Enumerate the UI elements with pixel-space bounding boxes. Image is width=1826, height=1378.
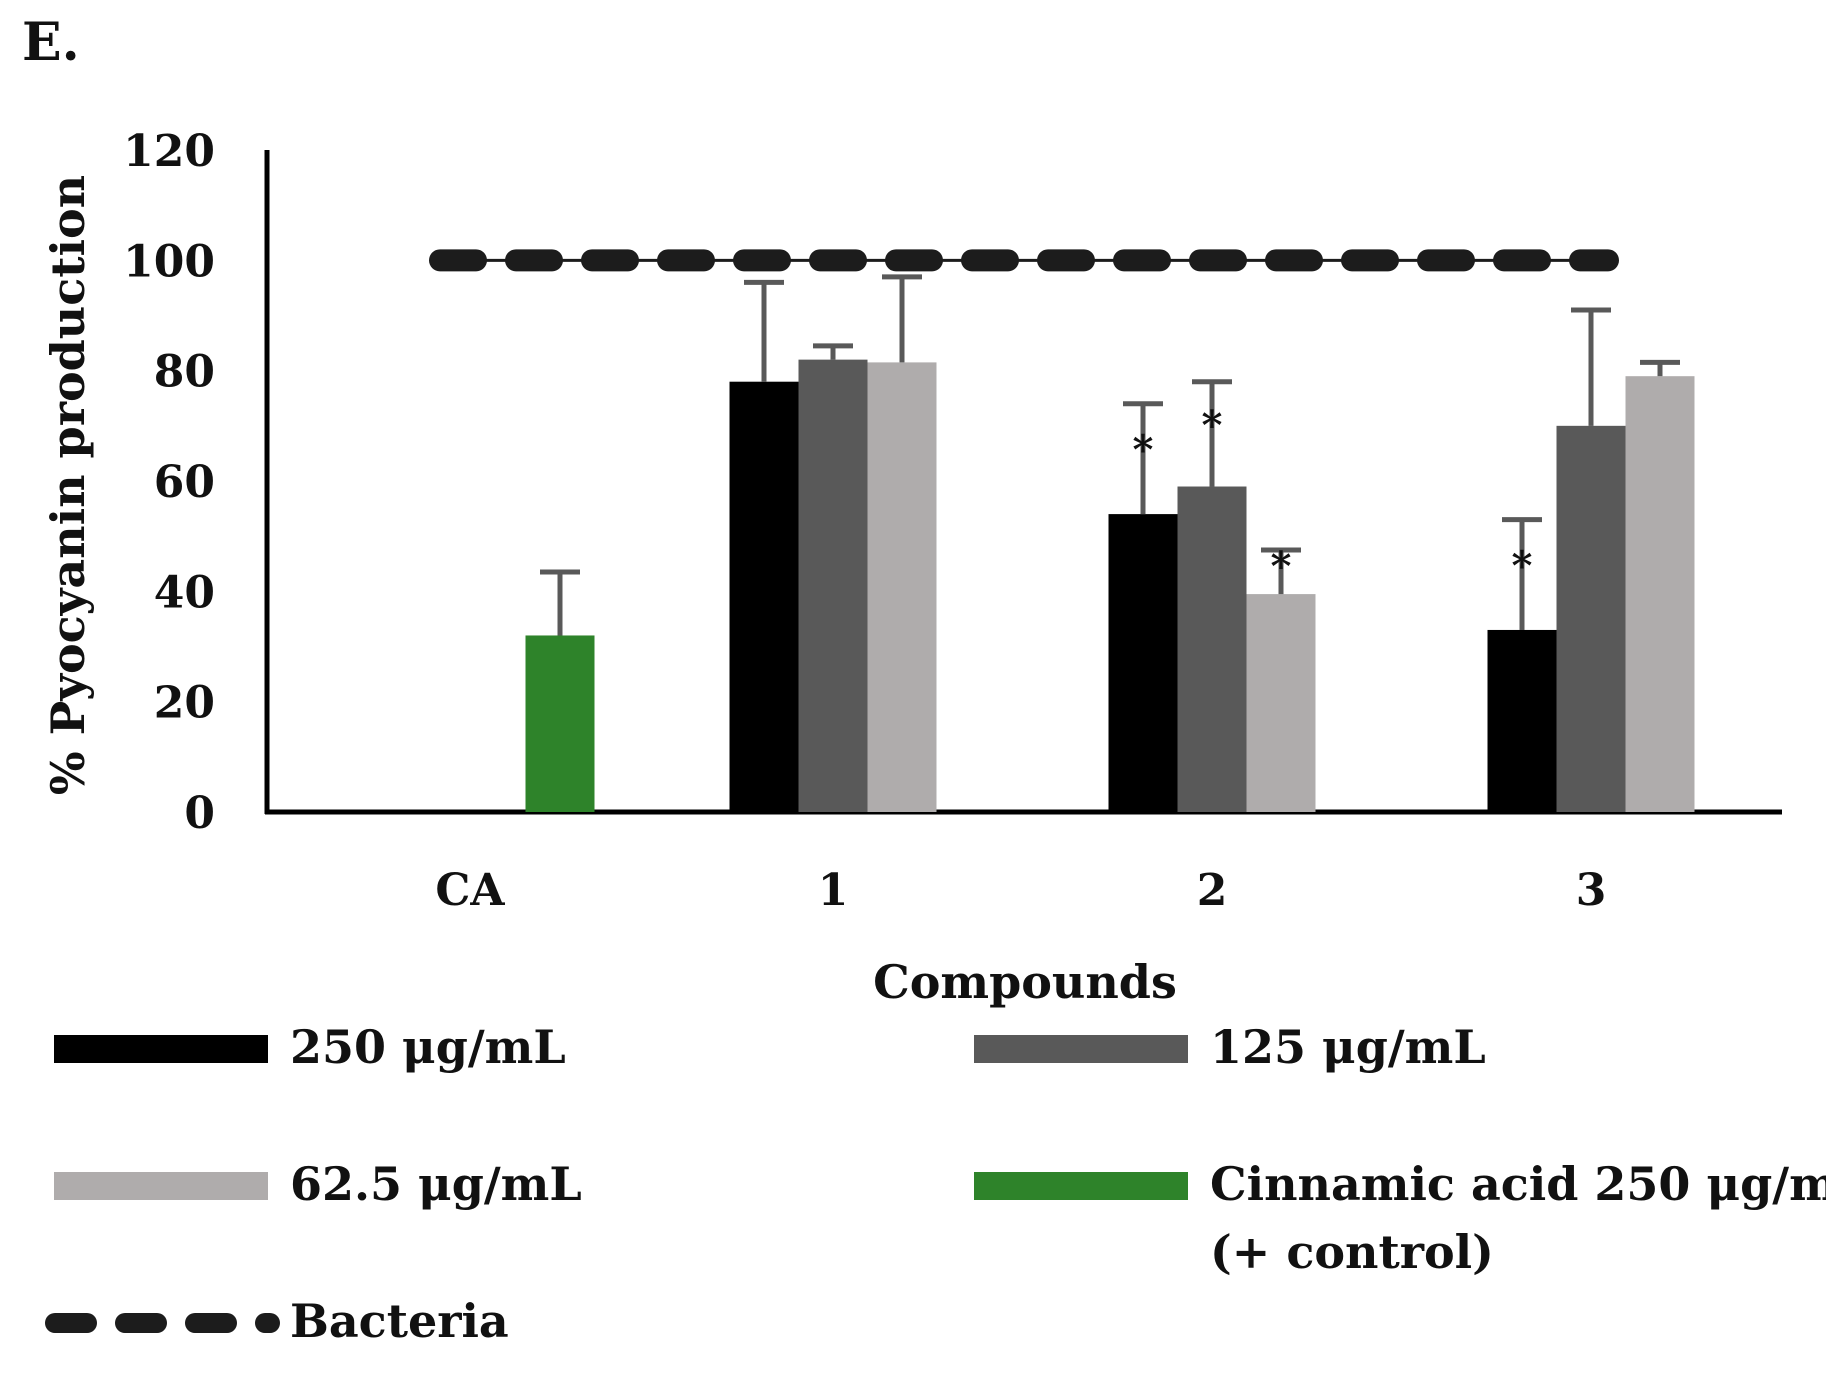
- legend-swatch-bacteria: [45, 1313, 280, 1333]
- x-tick-label: 3: [1576, 865, 1607, 916]
- legend-swatch-250: [54, 1035, 268, 1063]
- bar: [1556, 425, 1626, 812]
- legend-label-250: 250 μg/mL: [290, 1020, 566, 1074]
- significance-marker: *: [1271, 543, 1292, 590]
- legend-label-62-5: 62.5 μg/mL: [290, 1157, 582, 1211]
- y-tick-label: 80: [154, 347, 215, 398]
- chart-plot-area: 0 20 40 60 80 100 120 CA 1 2 3 * * * *: [123, 126, 1782, 916]
- bar: [525, 635, 595, 812]
- x-tick-label: 1: [818, 865, 849, 916]
- x-tick-label: 2: [1197, 865, 1228, 916]
- significance-marker: *: [1512, 542, 1533, 589]
- y-tick-label: 120: [123, 126, 215, 177]
- bar: [867, 362, 937, 812]
- legend-swatch-62-5: [54, 1172, 268, 1200]
- legend-label-bacteria: Bacteria: [290, 1294, 509, 1348]
- y-axis-title: % Pyocyanin production: [41, 175, 95, 795]
- y-tick-label: 0: [184, 788, 215, 839]
- legend-label-cinnamic-acid: Cinnamic acid 250 μg/mL: [1210, 1157, 1826, 1211]
- panel-label: E.: [22, 12, 80, 73]
- bar: [729, 381, 799, 812]
- significance-marker: *: [1202, 402, 1223, 449]
- y-tick-label: 40: [154, 567, 215, 618]
- y-tick-label: 20: [154, 678, 215, 729]
- legend-label-125: 125 μg/mL: [1210, 1020, 1486, 1074]
- y-tick-label: 100: [123, 236, 215, 287]
- x-axis-title: Compounds: [873, 955, 1177, 1009]
- significance-marker: *: [1133, 426, 1154, 473]
- bar: [1487, 629, 1557, 812]
- bar: [1108, 514, 1178, 812]
- reference-line-end-dot: [1582, 250, 1602, 271]
- legend-sublabel-positive-control: (+ control): [1210, 1225, 1494, 1279]
- x-tick-label: CA: [435, 865, 505, 916]
- legend-swatch-125: [974, 1035, 1188, 1063]
- legend-swatch-cinnamic-acid: [974, 1172, 1188, 1200]
- y-tick-label: 60: [154, 457, 215, 508]
- bar: [798, 359, 868, 812]
- bar: [1177, 486, 1247, 812]
- bar: [1625, 376, 1695, 812]
- bar: [1246, 594, 1316, 812]
